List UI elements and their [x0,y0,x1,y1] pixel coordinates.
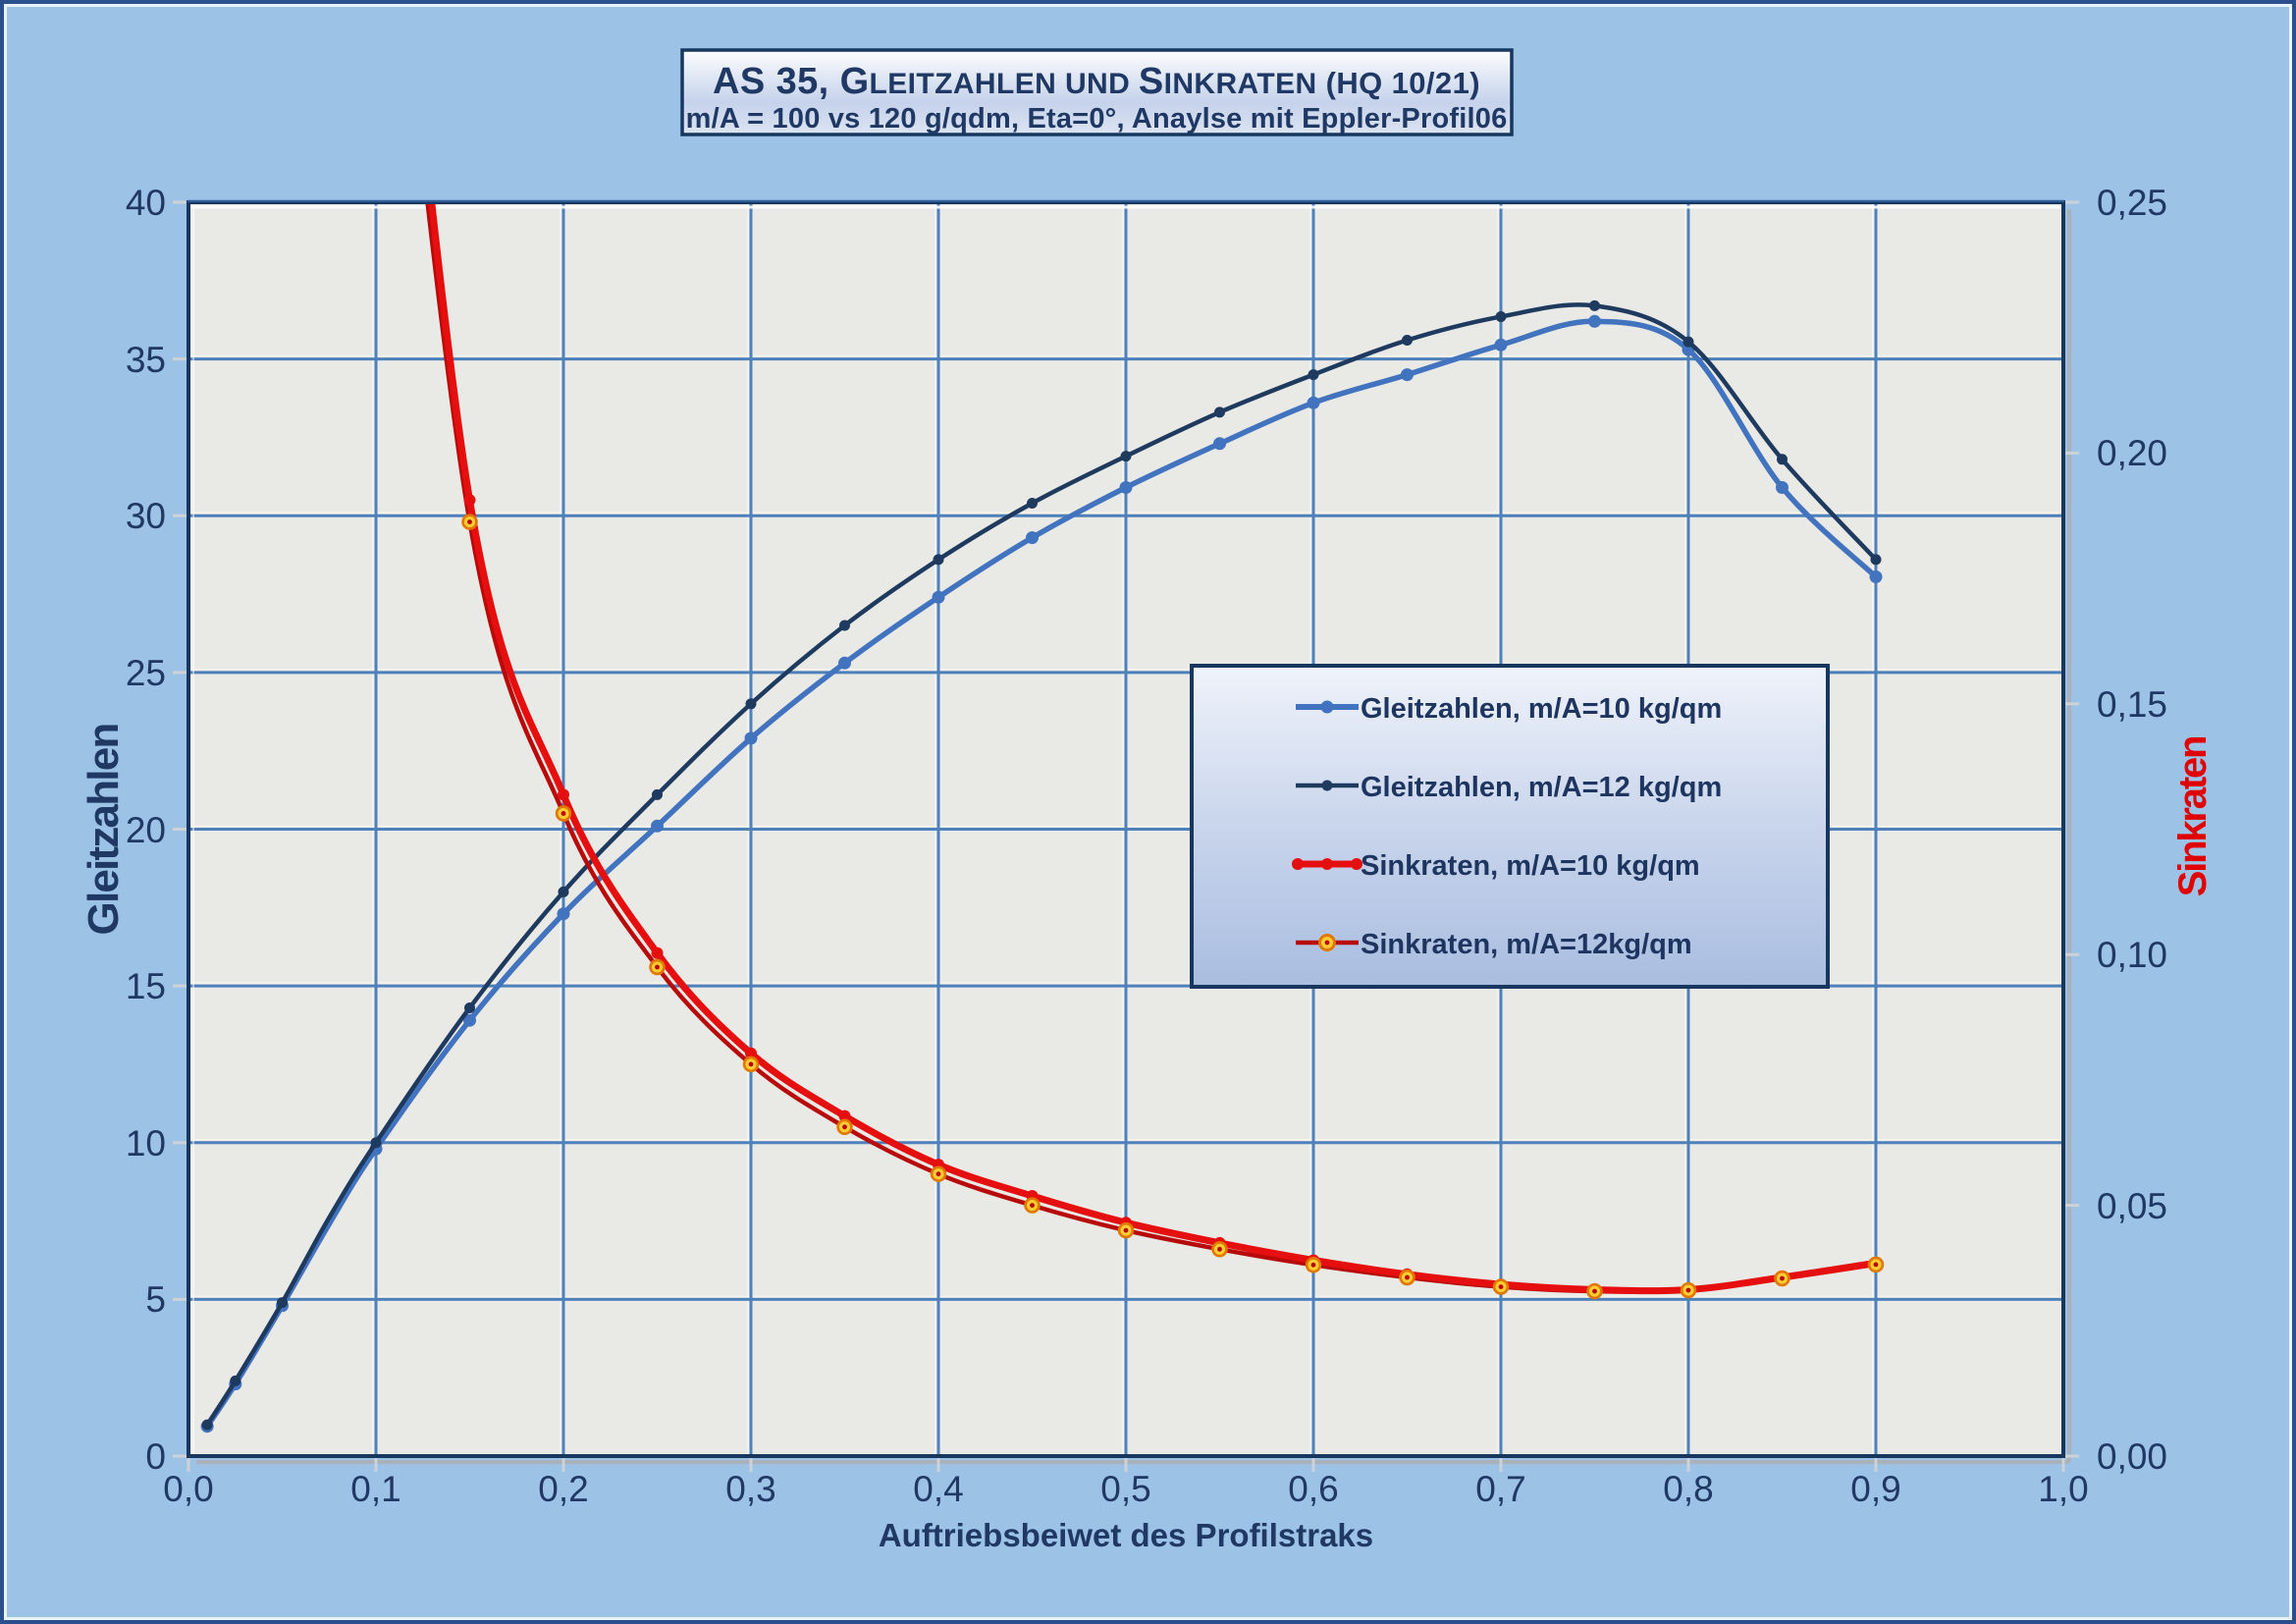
svg-text:0,4: 0,4 [913,1469,963,1509]
svg-text:20: 20 [126,810,166,850]
svg-text:AS 35, GLEITZAHLEN UND SINKRAT: AS 35, GLEITZAHLEN UND SINKRATEN (HQ 10/… [713,61,1480,102]
svg-text:0: 0 [145,1436,166,1477]
svg-text:Sinkraten, m/A=10 kg/qm: Sinkraten, m/A=10 kg/qm [1361,850,1700,882]
svg-text:25: 25 [126,653,166,693]
svg-text:35: 35 [126,340,166,380]
svg-text:0,8: 0,8 [1663,1469,1713,1509]
svg-text:15: 15 [126,966,166,1006]
svg-text:Sinkraten: Sinkraten [2171,737,2215,897]
svg-text:Auftriebsbeiwet des Profilstra: Auftriebsbeiwet des Profilstraks [879,1517,1373,1553]
svg-text:10: 10 [126,1123,166,1164]
svg-text:0,15: 0,15 [2097,684,2167,725]
svg-text:0,1: 0,1 [350,1469,400,1509]
svg-text:0,10: 0,10 [2097,935,2167,975]
svg-text:0,3: 0,3 [725,1469,775,1509]
svg-text:Gleitzahlen, m/A=10 kg/qm: Gleitzahlen, m/A=10 kg/qm [1361,693,1722,725]
svg-text:0,2: 0,2 [538,1469,588,1509]
svg-text:0,05: 0,05 [2097,1186,2167,1226]
svg-text:0,20: 0,20 [2097,433,2167,473]
svg-text:0,6: 0,6 [1288,1469,1338,1509]
svg-text:0,5: 0,5 [1100,1469,1150,1509]
svg-text:40: 40 [126,183,166,223]
svg-text:0,7: 0,7 [1475,1469,1525,1509]
svg-text:0,9: 0,9 [1850,1469,1900,1509]
svg-text:5: 5 [145,1279,166,1320]
svg-text:30: 30 [126,496,166,536]
svg-text:1,0: 1,0 [2038,1469,2088,1509]
svg-text:Gleitzahlen, m/A=12 kg/qm: Gleitzahlen, m/A=12 kg/qm [1361,772,1722,803]
svg-text:m/A = 100 vs 120 g/qdm, Eta=0°: m/A = 100 vs 120 g/qdm, Eta=0°, Anaylse … [686,103,1508,135]
svg-text:0,25: 0,25 [2097,183,2167,223]
svg-text:Gleitzahlen: Gleitzahlen [80,725,128,936]
svg-text:0,0: 0,0 [163,1469,213,1509]
svg-text:Sinkraten, m/A=12kg/qm: Sinkraten, m/A=12kg/qm [1361,929,1692,960]
svg-text:0,00: 0,00 [2097,1436,2167,1477]
